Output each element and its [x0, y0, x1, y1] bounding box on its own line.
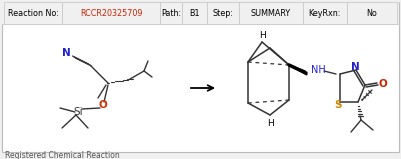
- Text: Step:: Step:: [212, 8, 233, 17]
- Bar: [2, 2, 399, 24]
- Bar: [4, 2, 62, 24]
- Bar: [239, 2, 303, 24]
- Text: No: No: [367, 8, 377, 17]
- Text: Registered Chemical Reaction: Registered Chemical Reaction: [5, 151, 120, 159]
- Text: Reaction No:: Reaction No:: [8, 8, 59, 17]
- Text: N: N: [350, 62, 359, 72]
- Text: Si: Si: [73, 107, 83, 117]
- Text: KeyRxn:: KeyRxn:: [309, 8, 341, 17]
- Text: H: H: [259, 31, 265, 39]
- Bar: [182, 2, 207, 24]
- Bar: [347, 2, 397, 24]
- Text: O: O: [99, 100, 107, 110]
- Text: S: S: [334, 100, 342, 110]
- Bar: [207, 2, 239, 24]
- Polygon shape: [289, 65, 307, 75]
- Bar: [62, 2, 160, 24]
- Text: Path:: Path:: [161, 8, 182, 17]
- Bar: [160, 2, 182, 24]
- Text: O: O: [379, 79, 387, 89]
- Text: RCCR20325709: RCCR20325709: [80, 8, 142, 17]
- Text: B1: B1: [189, 8, 200, 17]
- Text: H: H: [267, 120, 273, 128]
- Text: N: N: [62, 48, 70, 58]
- Text: NH: NH: [311, 65, 325, 75]
- Text: SUMMARY: SUMMARY: [251, 8, 291, 17]
- Bar: [303, 2, 347, 24]
